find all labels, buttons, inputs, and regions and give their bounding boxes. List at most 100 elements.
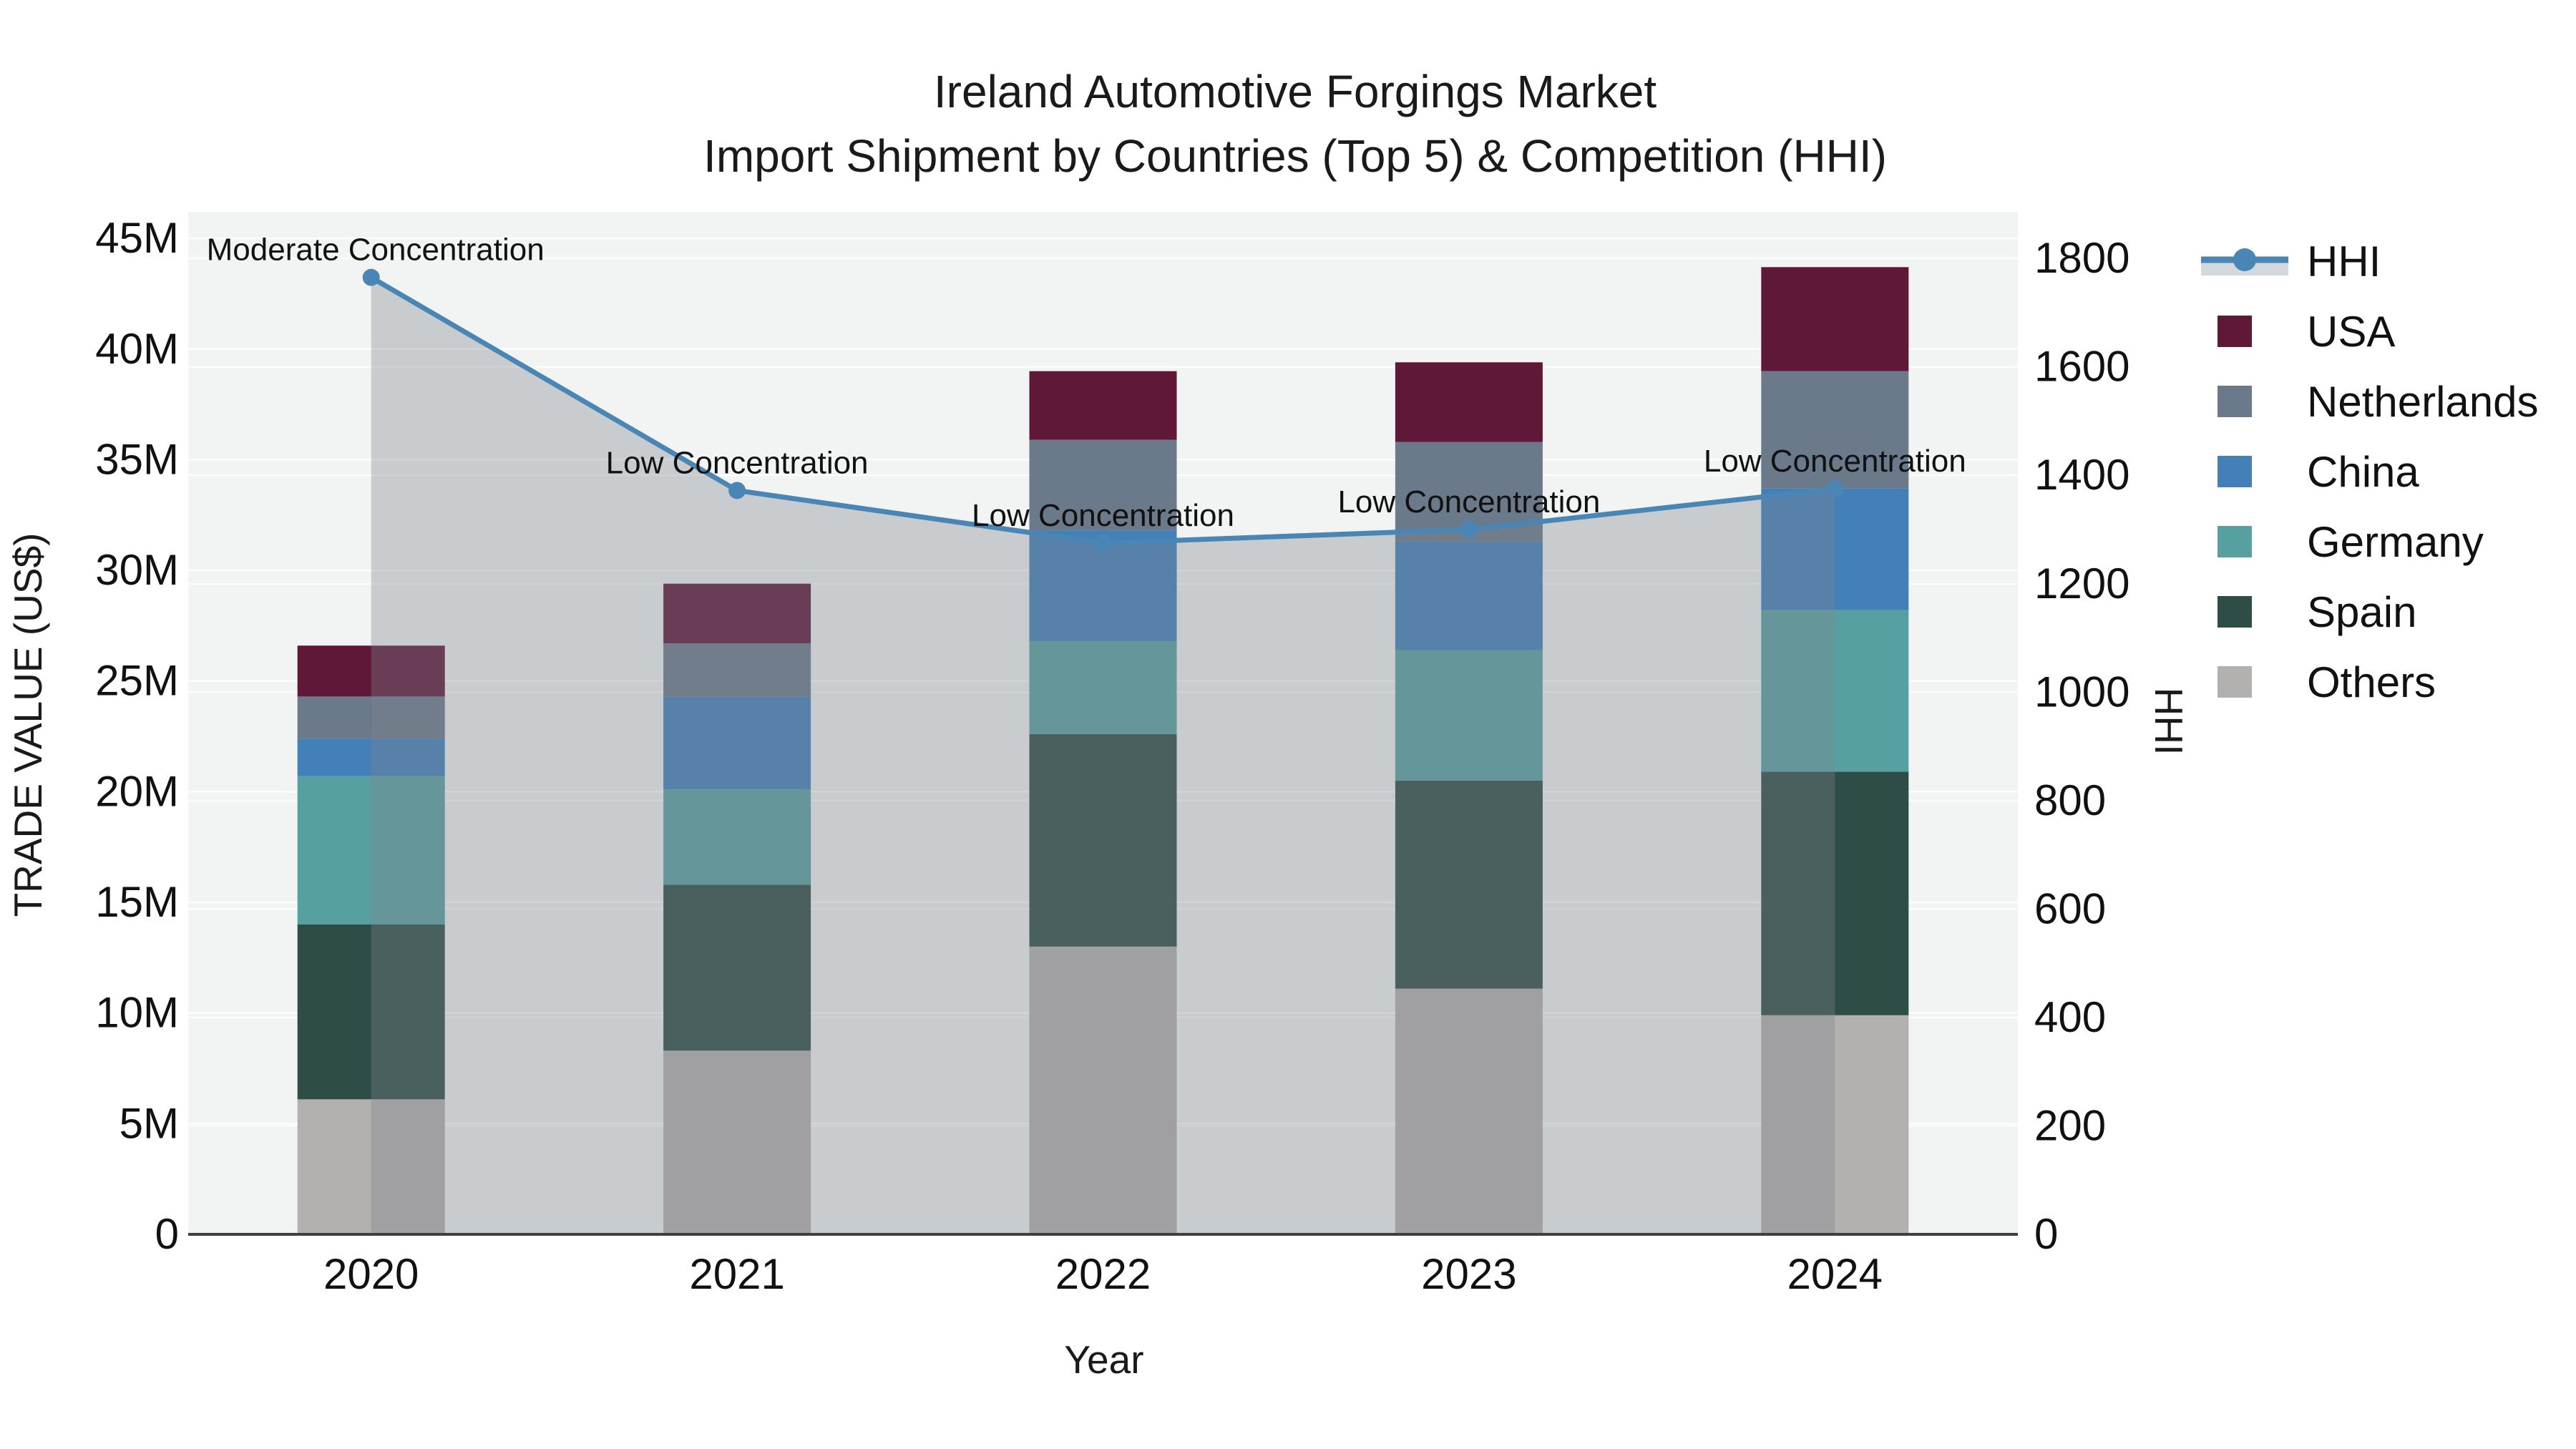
hhi-point-2024[interactable] [1826, 480, 1844, 498]
bar-segment-others-2021[interactable] [663, 1050, 811, 1234]
bar-segment-germany-2023[interactable] [1395, 650, 1543, 781]
bar-segment-germany-2020[interactable] [297, 776, 445, 924]
bar-segment-china-2020[interactable] [297, 738, 445, 776]
chart-title: Ireland Automotive Forgings Market [934, 66, 1657, 117]
bar-segment-netherlands-2020[interactable] [297, 696, 445, 739]
legend-item-china[interactable]: China [2198, 436, 2539, 507]
bar-segment-china-2021[interactable] [663, 696, 811, 790]
bar-segment-usa-2023[interactable] [1395, 362, 1543, 442]
legend-color-box-netherlands [2218, 386, 2252, 417]
legend-color-box-spain [2218, 596, 2252, 628]
bar-segment-others-2023[interactable] [1395, 988, 1543, 1234]
hhi-area-fill [371, 277, 1835, 1234]
hhi-annotation-2024: Low Concentration [1704, 444, 1966, 479]
bar-segment-usa-2021[interactable] [663, 583, 811, 644]
y-left-tick-label: 40M [95, 325, 179, 373]
bar-segment-others-2020[interactable] [297, 1099, 445, 1234]
legend-label-china: China [2307, 447, 2419, 496]
series-color-swatch [2198, 596, 2291, 628]
y-left-tick-label: 0 [155, 1210, 179, 1258]
legend-label-spain: Spain [2307, 587, 2417, 636]
y-right-tick-label: 200 [2034, 1101, 2106, 1149]
hhi-annotation-2023: Low Concentration [1337, 484, 1600, 519]
legend-color-box-others [2218, 666, 2252, 698]
series-color-swatch [2198, 666, 2291, 698]
bar-segment-netherlands-2021[interactable] [663, 643, 811, 697]
bar-segment-spain-2022[interactable] [1029, 733, 1177, 947]
bar-segment-germany-2024[interactable] [1761, 610, 1909, 772]
legend-item-others[interactable]: Others [2198, 647, 2539, 717]
bar-segment-germany-2022[interactable] [1029, 641, 1177, 734]
bar-segment-spain-2020[interactable] [297, 924, 445, 1100]
bar-segment-china-2024[interactable] [1761, 488, 1909, 610]
y-left-tick-label: 5M [119, 1099, 179, 1147]
legend-label-hhi: HHI [2307, 237, 2381, 286]
series-color-swatch [2198, 526, 2291, 557]
legend-item-germany[interactable]: Germany [2198, 507, 2539, 577]
y-axis-left-title: TRADE VALUE (US$) [6, 533, 50, 917]
bar-segment-usa-2024[interactable] [1761, 267, 1909, 371]
series-color-swatch [2198, 386, 2291, 417]
y-right-tick-label: 1800 [2034, 234, 2129, 282]
hhi-legend-glyph [2201, 248, 2288, 275]
y-right-tick-label: 1600 [2034, 343, 2129, 391]
bar-segment-netherlands-2022[interactable] [1029, 439, 1177, 531]
bar-segment-usa-2022[interactable] [1029, 371, 1177, 440]
hhi-line-swatch [2198, 240, 2291, 283]
bar-segment-usa-2020[interactable] [297, 645, 445, 697]
hhi-point-2023[interactable] [1460, 521, 1478, 539]
legend-label-others: Others [2307, 658, 2436, 706]
y-left-tick-label: 20M [95, 767, 179, 815]
bar-segment-others-2024[interactable] [1761, 1015, 1909, 1234]
bar-segment-netherlands-2024[interactable] [1761, 371, 1909, 489]
legend-item-hhi[interactable]: HHI [2198, 226, 2539, 296]
series-color-swatch [2198, 316, 2291, 347]
y-right-tick-label: 600 [2034, 884, 2106, 932]
series-color-swatch [2198, 456, 2291, 487]
legend-color-box-usa [2218, 316, 2252, 347]
y-left-tick-label: 45M [95, 214, 179, 262]
y-right-tick-label: 1200 [2034, 560, 2129, 608]
bar-segment-spain-2021[interactable] [663, 884, 811, 1051]
y-axis-right-title: HHI [2147, 688, 2191, 756]
hhi-annotation-2021: Low Concentration [606, 445, 869, 480]
hhi-point-2020[interactable] [362, 268, 380, 286]
legend-item-spain[interactable]: Spain [2198, 577, 2539, 647]
hhi-annotation-2022: Low Concentration [972, 498, 1234, 533]
x-tick-label-2021: 2021 [689, 1250, 784, 1298]
legend-label-netherlands: Netherlands [2307, 377, 2539, 426]
hhi-point-2022[interactable] [1094, 534, 1112, 552]
chart-subtitle: Import Shipment by Countries (Top 5) & C… [703, 130, 1887, 182]
x-tick-label-2020: 2020 [323, 1250, 419, 1298]
x-tick-label-2023: 2023 [1421, 1250, 1516, 1298]
legend-color-box-china [2218, 456, 2252, 487]
legend-label-germany: Germany [2307, 517, 2484, 566]
y-left-tick-label: 30M [95, 546, 179, 594]
bar-segment-spain-2023[interactable] [1395, 780, 1543, 989]
y-right-tick-label: 400 [2034, 993, 2106, 1041]
x-axis-title: Year [1064, 1337, 1143, 1382]
bar-segment-china-2023[interactable] [1395, 541, 1543, 650]
legend-item-netherlands[interactable]: Netherlands [2198, 366, 2539, 436]
y-left-tick-label: 35M [95, 435, 179, 483]
y-left-tick-label: 15M [95, 878, 179, 926]
y-right-tick-label: 0 [2034, 1210, 2058, 1258]
x-tick-label-2022: 2022 [1055, 1250, 1151, 1298]
legend: HHI USA Netherlands China Germany Spain Others [2198, 226, 2539, 717]
legend-color-box-germany [2218, 526, 2252, 557]
y-right-tick-label: 800 [2034, 776, 2106, 824]
y-left-tick-label: 25M [95, 657, 179, 705]
legend-label-usa: USA [2307, 307, 2396, 356]
y-right-tick-label: 1000 [2034, 668, 2129, 716]
bar-segment-spain-2024[interactable] [1761, 771, 1909, 1015]
legend-item-usa[interactable]: USA [2198, 296, 2539, 366]
x-tick-label-2024: 2024 [1787, 1250, 1883, 1298]
bar-segment-germany-2021[interactable] [663, 789, 811, 885]
bar-segment-others-2022[interactable] [1029, 946, 1177, 1234]
y-left-tick-label: 10M [95, 989, 179, 1037]
hhi-annotation-2020: Moderate Concentration [207, 233, 545, 268]
y-right-tick-label: 1400 [2034, 451, 2129, 499]
hhi-point-2021[interactable] [728, 482, 746, 499]
